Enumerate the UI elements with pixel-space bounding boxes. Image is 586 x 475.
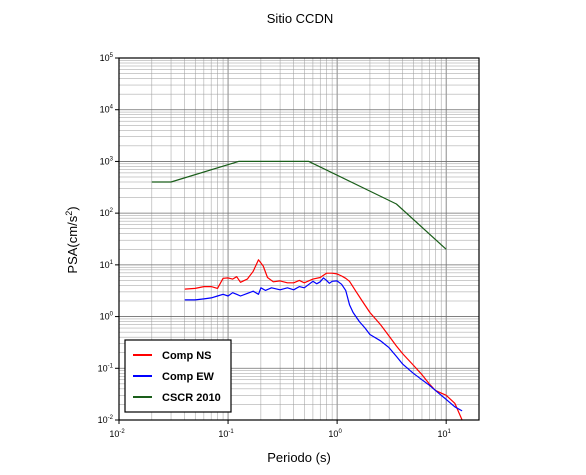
x-tick-label: 101 bbox=[437, 429, 451, 439]
y-tick-label: 10-2 bbox=[98, 415, 114, 425]
plot-frame bbox=[118, 57, 480, 421]
chart-title: Sitio CCDN bbox=[267, 11, 333, 26]
y-tick-label: 104 bbox=[100, 105, 114, 115]
legend-label: CSCR 2010 bbox=[162, 392, 221, 404]
x-axis-label: Periodo (s) bbox=[267, 450, 331, 465]
x-tick-label: 100 bbox=[328, 429, 342, 439]
y-tick-label: 103 bbox=[100, 156, 114, 166]
series-layer bbox=[151, 160, 463, 421]
legend: Comp NS Comp EW CSCR 2010 bbox=[124, 339, 232, 413]
series-line-comp-ns bbox=[184, 259, 463, 421]
axis-ticks: 10-2 10-1 100 101 10-2 10-1 100 101 102 103 104 105 bbox=[98, 53, 452, 439]
y-tick-label: 101 bbox=[100, 260, 114, 270]
y-tick-label: 10-1 bbox=[98, 363, 114, 373]
x-tick-label: 10-2 bbox=[109, 429, 125, 439]
legend-label: Comp EW bbox=[162, 371, 215, 383]
legend-label: Comp NS bbox=[162, 350, 212, 362]
series-line-cscr-2010 bbox=[151, 160, 447, 250]
x-tick-label: 10-1 bbox=[218, 429, 234, 439]
y-tick-label: 105 bbox=[100, 53, 114, 63]
y-tick-label: 100 bbox=[100, 312, 114, 322]
y-tick-label: 102 bbox=[100, 208, 114, 218]
series-line-comp-ew bbox=[184, 277, 463, 412]
y-axis-label: PSA(cm/s2) bbox=[64, 206, 80, 273]
